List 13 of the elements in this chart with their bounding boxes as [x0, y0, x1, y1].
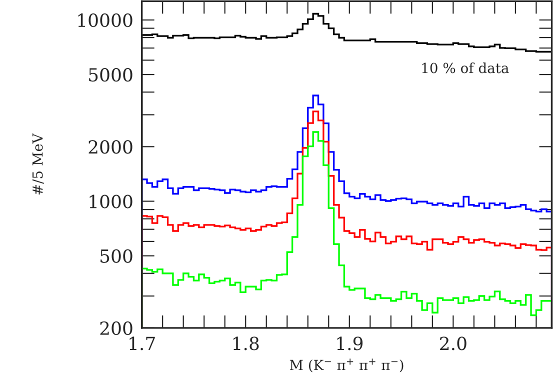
x-tick-label: 1.9	[337, 336, 363, 350]
annotation: 10 % of data	[422, 62, 509, 74]
y-tick-label: 5000	[89, 68, 132, 82]
y-tick-label: 200	[100, 321, 132, 336]
x-tick-label: 1.8	[233, 336, 259, 350]
y-axis-title: #/5 MeV	[32, 133, 44, 194]
y-tick-label: 2000	[88, 140, 132, 154]
y-tick-label: 1000	[90, 194, 132, 208]
text: M (K$^{−}$ π$^{+}$ π$^{+}$ π$^{−}$)	[290, 358, 404, 372]
x-tick-label: 2.0	[440, 336, 466, 350]
x-tick-label: 1.7	[130, 336, 155, 350]
y-tick-label: 10000	[78, 13, 132, 28]
y-tick-label: 500	[100, 249, 132, 263]
